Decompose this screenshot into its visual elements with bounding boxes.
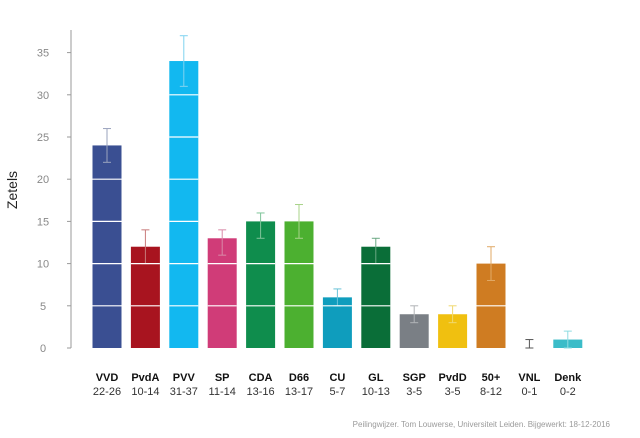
bar-vvd <box>92 145 122 348</box>
seat-range-label: 5-7 <box>329 386 345 398</box>
seat-range-label: 8-12 <box>480 386 502 398</box>
seat-range-label: 13-16 <box>247 386 275 398</box>
party-label: VNL <box>518 372 540 384</box>
seat-range-label: 10-13 <box>362 386 390 398</box>
bar-d66 <box>284 221 314 348</box>
bar-cda <box>246 221 276 348</box>
party-label: VVD <box>96 372 119 384</box>
y-tick-label: 15 <box>37 216 49 228</box>
x-axis-labels: VVD 22-26 PvdA 10-14 PVV 31-37 SP 11-14 CDA 13-16… <box>93 372 582 398</box>
y-tick-label: 35 <box>37 48 49 60</box>
party-label: CDA <box>249 372 273 384</box>
y-tick-label: 5 <box>40 301 46 313</box>
seat-range-label: 0-1 <box>521 386 537 398</box>
bar-pvv <box>169 61 199 348</box>
y-tick-label: 25 <box>37 132 49 144</box>
y-tick-label: 0 <box>40 343 46 355</box>
bar-sp <box>207 238 237 348</box>
y-axis-label: Zetels <box>4 171 20 209</box>
y-tick-label: 10 <box>37 259 49 271</box>
party-label: PvdD <box>439 372 467 384</box>
seat-range-label: 11-14 <box>209 386 236 398</box>
seat-range-label: 3-5 <box>445 386 461 398</box>
party-label: SGP <box>403 372 426 384</box>
party-label: 50+ <box>482 372 501 384</box>
seat-range-label: 13-17 <box>285 386 313 398</box>
party-label: GL <box>368 372 384 384</box>
party-label: CU <box>329 372 345 384</box>
gridlines <box>92 94 506 307</box>
party-label: PVV <box>173 372 196 384</box>
party-label: D66 <box>289 372 309 384</box>
y-tick-label: 20 <box>37 174 49 186</box>
y-axis: 0 5 10 15 20 25 30 35 <box>37 30 72 355</box>
y-tick-label: 30 <box>37 90 49 102</box>
seat-range-label: 3-5 <box>406 386 422 398</box>
seat-range-label: 0-2 <box>560 386 576 398</box>
party-label: PvdA <box>131 372 159 384</box>
party-label: Denk <box>554 372 582 384</box>
credit-line: Peilingwijzer. Tom Louwerse, Universitei… <box>352 420 610 429</box>
seat-range-label: 10-14 <box>131 386 159 398</box>
seat-range-label: 22-26 <box>93 386 121 398</box>
party-label: SP <box>215 372 230 384</box>
error-bars <box>103 35 572 349</box>
seat-range-label: 31-37 <box>170 386 198 398</box>
